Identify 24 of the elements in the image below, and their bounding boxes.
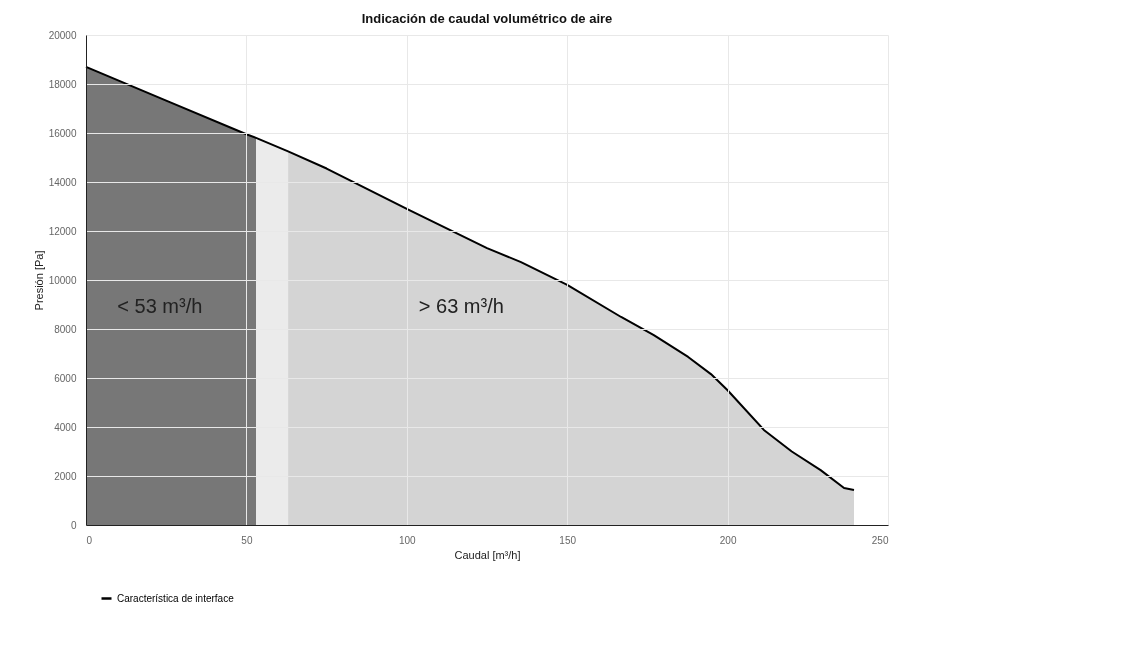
y-tick-label: 20000 — [48, 29, 77, 41]
y-axis-title: Presión [Pa] — [32, 250, 45, 311]
y-tick-label: 14000 — [48, 176, 77, 188]
y-tick-label: 10000 — [48, 274, 77, 286]
x-axis-title: Caudal [m³/h] — [454, 548, 521, 561]
chart-title: Indicación de caudal volumétrico de aire — [361, 11, 613, 26]
y-tick-label: 18000 — [48, 78, 77, 90]
annotation: > 63 m³/h — [418, 294, 504, 317]
x-tick-label: 100 — [398, 534, 417, 546]
x-tick-label: 250 — [871, 534, 889, 546]
x-tick-label: 200 — [719, 534, 737, 546]
y-tick-label: 16000 — [48, 127, 77, 139]
y-tick-label: 4000 — [54, 421, 77, 433]
annotation: < 53 m³/h — [117, 294, 203, 317]
y-tick-label: 8000 — [54, 323, 77, 335]
y-tick-label: 0 — [70, 519, 77, 531]
legend-label: Característica de interface — [117, 592, 235, 604]
x-tick-label: 0 — [86, 534, 93, 546]
y-tick-label: 2000 — [54, 470, 77, 482]
x-tick-label: 150 — [559, 534, 577, 546]
line-series — [85, 65, 855, 491]
y-tick-label: 6000 — [54, 372, 77, 384]
y-tick-label: 12000 — [48, 225, 77, 237]
x-tick-label: 50 — [241, 534, 253, 546]
